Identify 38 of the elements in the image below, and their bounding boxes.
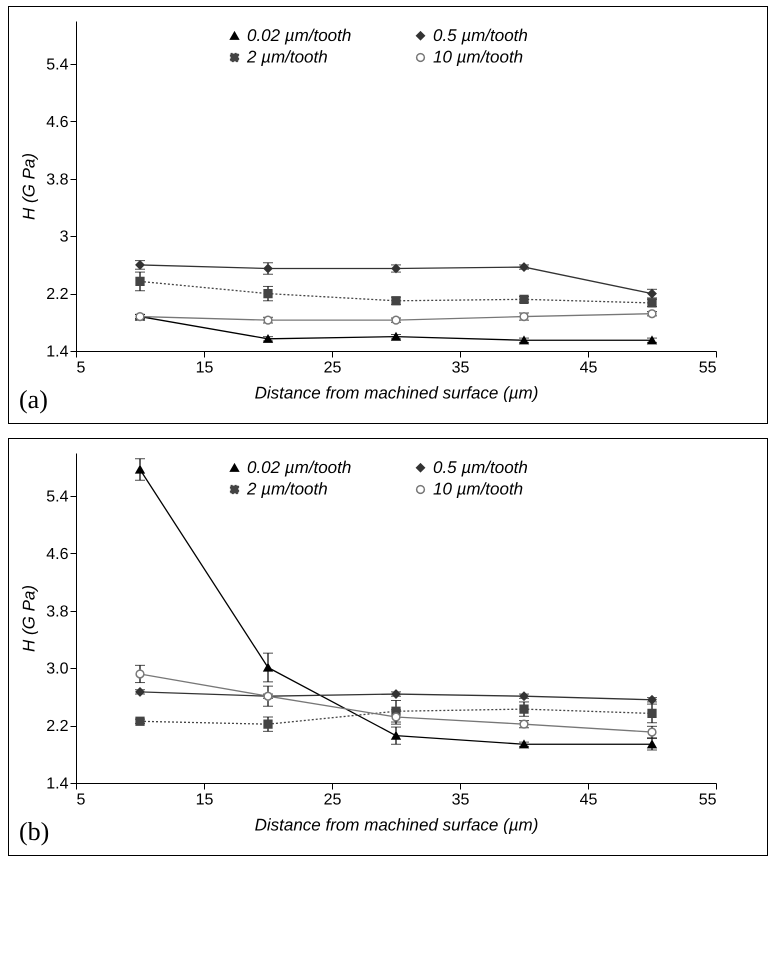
x-tick-label: 25 bbox=[324, 792, 342, 808]
legend-label: 0.5 µm/tooth bbox=[433, 458, 528, 477]
y-tick-label: 2.2 bbox=[46, 286, 69, 304]
x-tick-label: 15 bbox=[196, 792, 214, 808]
y-tick-label: 4.6 bbox=[46, 114, 69, 131]
y-tick-label: 2.2 bbox=[46, 718, 69, 736]
x-tick-label: 5 bbox=[76, 792, 86, 808]
x-axis-title: Distance from machined surface (µm) bbox=[254, 384, 538, 402]
y-axis-title: H (G Pa) bbox=[19, 152, 38, 220]
text: (a) bbox=[19, 385, 48, 415]
legend-label: 10 µm/tooth bbox=[433, 48, 524, 66]
y-tick-label: 3.8 bbox=[46, 171, 69, 188]
x-tick-label: 5 bbox=[76, 360, 86, 376]
y-tick-label: 1.4 bbox=[46, 344, 69, 360]
x-tick-label: 55 bbox=[698, 792, 717, 808]
x-tick-label: 45 bbox=[580, 360, 598, 376]
x-tick-label: 35 bbox=[452, 360, 470, 376]
y-tick-label: 3.8 bbox=[46, 603, 69, 620]
x-tick-label: 45 bbox=[580, 792, 598, 808]
y-tick-label: 4.6 bbox=[46, 546, 69, 563]
x-axis-title: Distance from machined surface (µm) bbox=[254, 816, 538, 834]
legend-label: 2 µm/tooth bbox=[246, 480, 328, 498]
text: (b) bbox=[19, 817, 50, 847]
x-tick-label: 25 bbox=[324, 360, 342, 376]
legend-label: 10 µm/tooth bbox=[433, 480, 524, 498]
legend-label: 0.5 µm/tooth bbox=[433, 26, 528, 45]
y-tick-label: 1.4 bbox=[46, 776, 69, 792]
y-tick-label: 5.4 bbox=[46, 56, 69, 74]
legend-label: 0.02 µm/tooth bbox=[247, 458, 352, 477]
y-tick-label: 3 bbox=[60, 228, 69, 246]
y-axis-title: H (G Pa) bbox=[19, 584, 38, 652]
legend-label: 2 µm/tooth bbox=[246, 48, 328, 66]
x-tick-label: 35 bbox=[452, 792, 470, 808]
x-tick-label: 15 bbox=[196, 360, 214, 376]
y-tick-label: 5.4 bbox=[46, 488, 69, 506]
y-tick-label: 3.0 bbox=[46, 660, 69, 678]
x-tick-label: 55 bbox=[698, 360, 717, 376]
legend-label: 0.02 µm/tooth bbox=[247, 26, 352, 45]
